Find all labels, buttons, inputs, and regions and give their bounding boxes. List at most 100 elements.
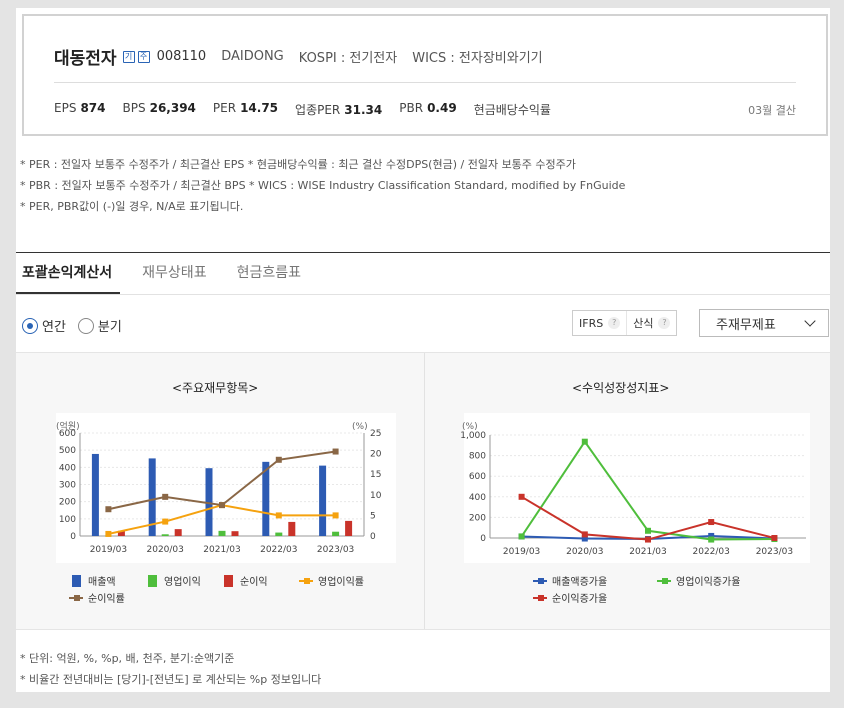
ratio-per: PER 14.75 [213, 101, 278, 118]
tab-cash-flow[interactable]: 현금흐름표 [236, 265, 301, 281]
growth-indicators-chart: 0 200 400 600 800 1,000(%) 2019/03 2020/03 2021/… [460, 413, 810, 605]
data-point [332, 448, 339, 455]
legend-label: 순이익률 [88, 593, 125, 605]
help-icon[interactable]: ? [608, 317, 621, 329]
y-tick-label: 400 [469, 493, 486, 503]
legend-swatch [224, 575, 233, 587]
radio-annual-label[interactable]: 연간 [42, 320, 66, 335]
radio-quarter[interactable] [77, 317, 94, 334]
legend-swatch [148, 575, 157, 587]
data-point [645, 536, 651, 543]
stock-type-icon[interactable]: 기 [122, 50, 135, 63]
radio-quarter-label[interactable]: 분기 [97, 320, 122, 335]
data-point [275, 456, 282, 463]
x-tick-label: 2021/03 [629, 547, 666, 557]
tabs-bottom-border [16, 294, 830, 295]
legend-swatch [538, 578, 544, 584]
bottom-bar [0, 692, 844, 708]
plot-area [56, 413, 396, 563]
data-point [581, 438, 588, 445]
bar-net-income [288, 521, 296, 536]
bar-operating-profit [218, 530, 226, 536]
data-point [708, 536, 715, 543]
ratio-pbr: PBR 0.49 [399, 101, 456, 118]
data-point [219, 502, 225, 509]
ratio-eps: EPS 874 [54, 101, 106, 118]
ratio-label: BPS [122, 101, 146, 115]
bar-revenue [205, 468, 213, 536]
bar-revenue [319, 465, 327, 536]
tab-income-statement[interactable]: 포괄손익계산서 [16, 262, 121, 294]
x-tick-label: 2022/03 [693, 547, 730, 557]
ratio-label: 현금배당수익률 [473, 103, 551, 117]
bar-net-income [345, 520, 353, 536]
right-chart-title: <수익성장성지표> [572, 381, 670, 395]
bar-net-income [117, 530, 125, 536]
axis-unit: (%) [462, 422, 478, 432]
financial-items-chart: 0 100 200 300 400 500 600 0 5 10 15 20 25 (억원) (%) 2019… [56, 413, 396, 605]
note-line: * PER, PBR값이 (-)일 경우, N/A로 표기됩니다. [20, 200, 244, 213]
tab-balance-sheet[interactable]: 재무상태표 [142, 265, 207, 281]
bar-revenue [262, 461, 270, 536]
help-icon[interactable]: ? [658, 317, 671, 329]
legend-swatch [304, 578, 310, 584]
data-point [162, 518, 169, 525]
chevron-down-icon [804, 315, 816, 327]
ratio-row: EPS 874 BPS 26,394 PER 14.75 업종PER 31.34 PBR… [54, 101, 572, 118]
y-tick-label-left: 200 [59, 498, 76, 508]
y-tick-label-right: 15 [370, 470, 381, 480]
y-tick-label-right: 5 [370, 511, 376, 521]
bar-revenue [91, 453, 99, 536]
y-tick-label-left: 100 [59, 515, 76, 525]
ratio-dividend-yield: 현금배당수익률 [474, 101, 555, 118]
chart-separator [424, 353, 425, 629]
statement-type-select[interactable]: 주재무제표 [699, 309, 829, 337]
bar-net-income [231, 531, 239, 536]
legend-label: 영업이익 [164, 575, 201, 588]
data-point [162, 493, 169, 500]
legend-swatch [74, 595, 80, 601]
company-header: 대동전자 기 주 008110 DAIDONG KOSPI : 전기전자 WIC… [54, 44, 543, 69]
period-selector: 연간 분기 [22, 316, 134, 335]
x-tick-label: 2019/03 [503, 547, 540, 557]
legend-swatch [72, 575, 81, 587]
data-point [581, 535, 588, 542]
left-chart-title: <주요재무항목> [172, 381, 259, 395]
ratio-value: 14.75 [240, 101, 279, 115]
share-type-icon[interactable]: 주 [137, 50, 150, 63]
y-tick-label-left: 600 [59, 429, 76, 439]
x-tick-label: 2022/03 [260, 545, 297, 555]
option-buttons: IFRS? 산식? [572, 310, 678, 336]
ifrs-button[interactable]: IFRS? [573, 311, 626, 335]
x-tick-label: 2023/03 [756, 547, 793, 557]
y-tick-label-right: 10 [370, 491, 382, 501]
ratio-label: PBR [399, 101, 424, 115]
y-tick-label: 200 [469, 513, 486, 523]
divider [54, 82, 796, 83]
note-line: * PBR : 전일자 보통주 수정주가 / 최근결산 BPS * WICS :… [20, 179, 626, 192]
x-tick-label: 2020/03 [147, 545, 184, 555]
data-point [518, 533, 525, 540]
data-point [771, 535, 778, 541]
y-tick-label-left: 500 [59, 446, 76, 456]
y-tick-label: 0 [480, 534, 486, 544]
data-point [645, 527, 651, 534]
y-tick-label-left: 300 [59, 481, 76, 491]
x-tick-label: 2023/03 [317, 545, 354, 555]
legend-label: 순이익 [240, 576, 268, 588]
ratio-label: PER [212, 101, 237, 115]
radio-annual[interactable] [22, 317, 38, 334]
page: 대동전자 기 주 008110 DAIDONG KOSPI : 전기전자 WIC… [16, 8, 830, 708]
bar-net-income [174, 529, 182, 536]
data-point [332, 512, 339, 519]
ratio-bps: BPS 26,394 [123, 101, 196, 118]
y-tick-label: 800 [469, 452, 486, 462]
formula-button[interactable]: 산식? [626, 311, 676, 335]
y-tick-label: 1,000 [460, 431, 486, 441]
right-axis-unit: (%) [352, 422, 368, 432]
legend-swatch [538, 595, 544, 601]
y-tick-label-right: 25 [370, 429, 381, 439]
left-axis-unit: (억원) [56, 420, 80, 432]
x-tick-label: 2020/03 [566, 547, 603, 557]
legend-label: 매출액증가율 [552, 576, 607, 588]
